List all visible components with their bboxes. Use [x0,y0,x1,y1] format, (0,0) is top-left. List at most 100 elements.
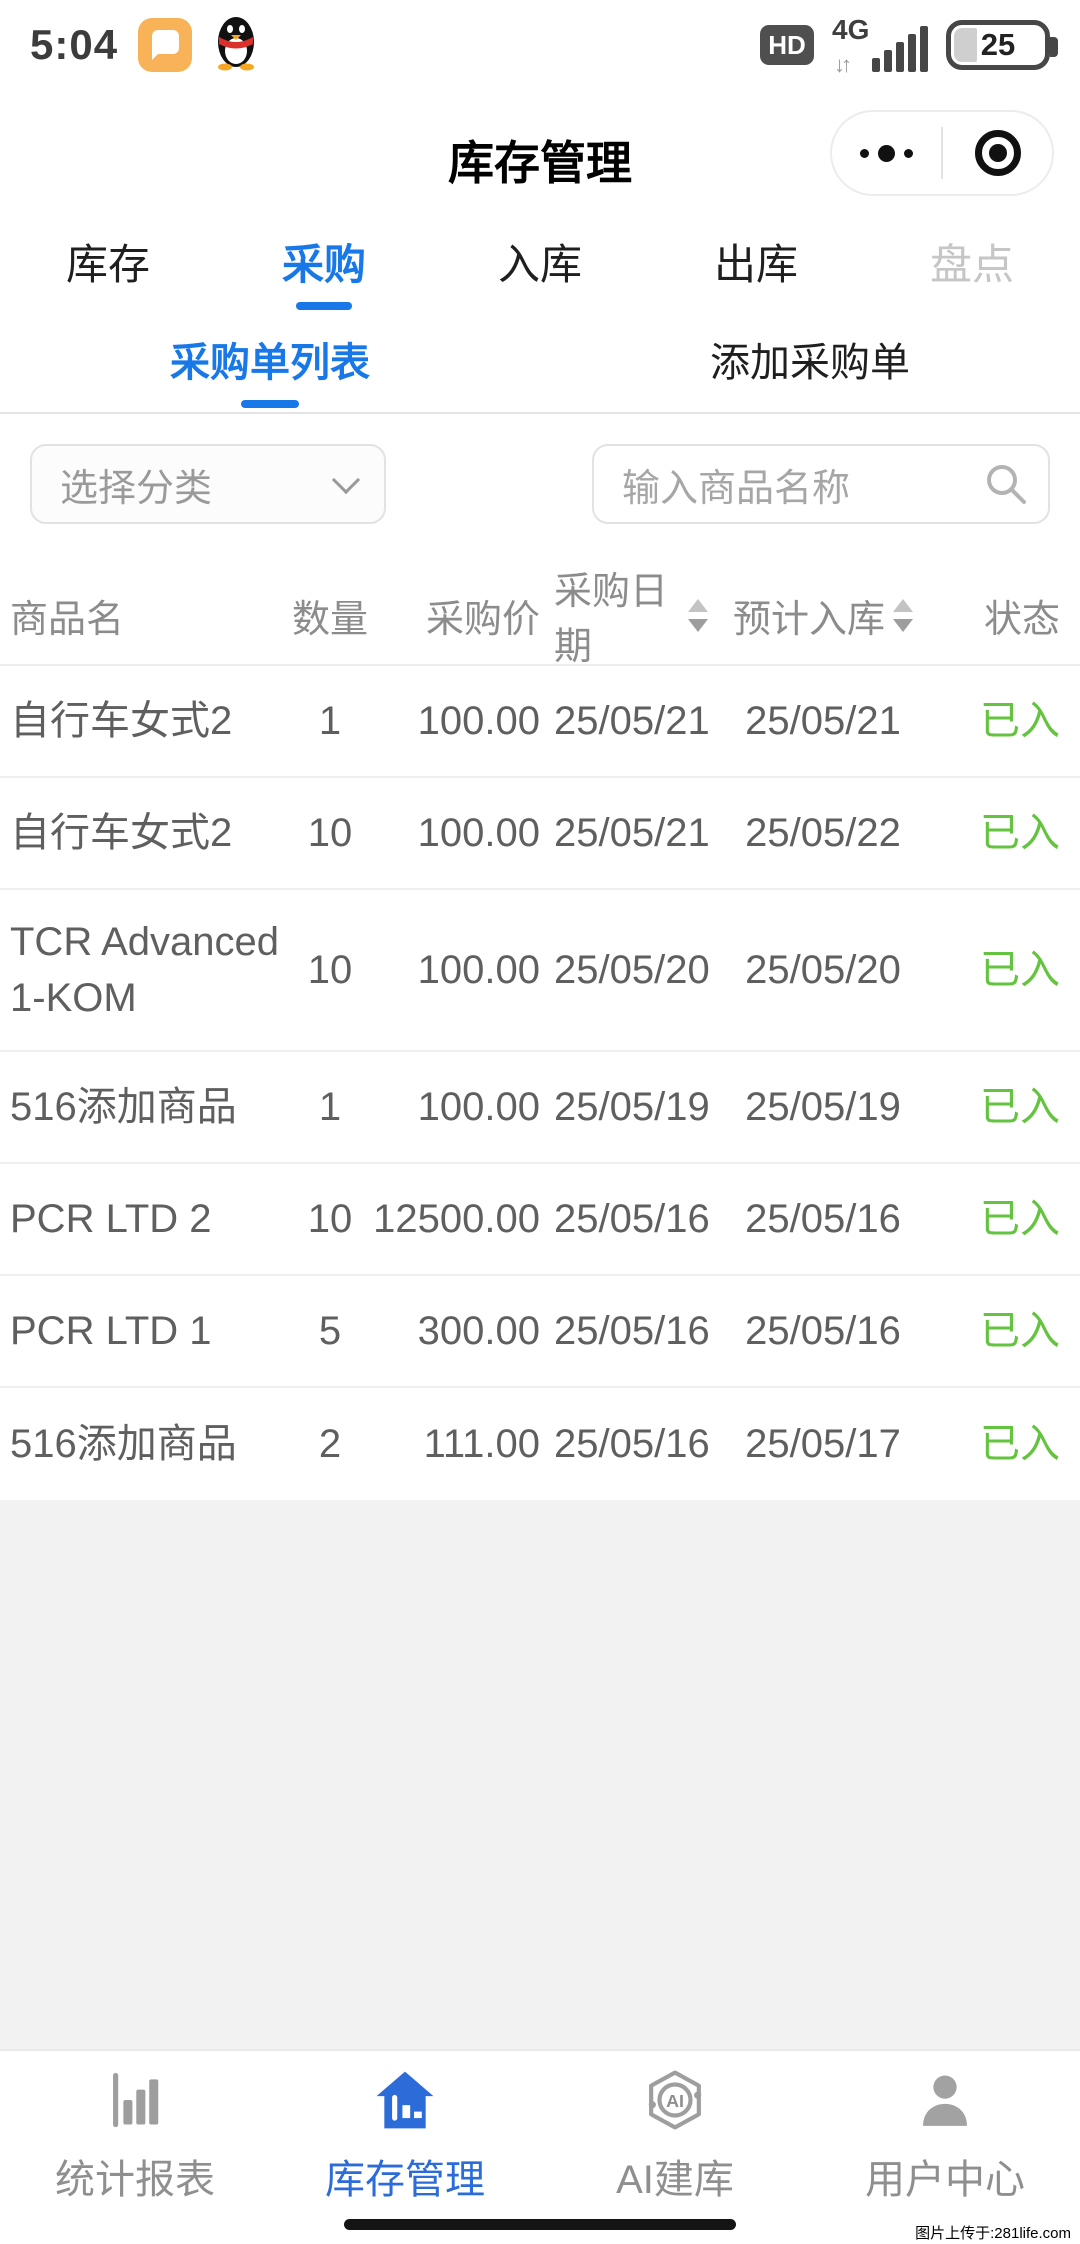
table-row[interactable]: 自行车女式2 1 100.00 25/05/21 25/05/21 已入 [0,666,1080,778]
status-badge: 已入 [980,1309,1060,1353]
cell-product-name: 516添加商品 [10,1422,237,1466]
tab-inventory[interactable]: 库存 [65,241,150,288]
page-title: 库存管理 [448,137,632,189]
search-icon [987,465,1026,504]
sort-arrows-icon [688,598,708,632]
table-row[interactable]: PCR LTD 2 10 12500.00 25/05/16 25/05/16 … [0,1164,1080,1276]
bottom-nav: 统计报表 库存管理 AI AI建库 [0,2049,1080,2244]
cell-expected-date: 25/05/21 [745,699,901,743]
app-bar: 库存管理 [0,90,1080,230]
category-select-placeholder: 选择分类 [60,467,213,510]
column-header-date-sortable[interactable]: 采购日期 [540,560,708,670]
tab-inbound[interactable]: 入库 [497,241,582,288]
hd-badge: HD [760,25,814,65]
status-badge: 已入 [980,699,1060,743]
purchase-order-list: 自行车女式2 1 100.00 25/05/21 25/05/21 已入 自行车… [0,666,1080,1500]
cell-expected-date: 25/05/19 [745,1085,901,1129]
user-icon [923,2075,967,2126]
table-row[interactable]: PCR LTD 1 5 300.00 25/05/16 25/05/16 已入 [0,1276,1080,1388]
capsule-divider [941,127,943,179]
nav-item-ai-builder[interactable]: AI AI建库 [540,2051,810,2244]
table-row[interactable]: TCR Advanced 1-KOM 10 100.00 25/05/20 25… [0,890,1080,1052]
nav-item-user-center[interactable]: 用户中心 [810,2051,1080,2244]
close-minimize-button[interactable] [943,112,1052,194]
bar-chart-icon [113,2072,159,2128]
sort-arrows-icon [893,598,913,632]
column-header-qty: 数量 [291,598,368,641]
empty-background [0,1500,1080,2049]
cell-purchase-price: 100.00 [417,811,540,855]
signal-bars-icon [872,26,928,72]
tab-purchase[interactable]: 采购 [216,236,432,322]
status-bar: 5:04 HD [0,0,1080,90]
cell-purchase-price: 100.00 [417,699,540,743]
subtab-add-purchase[interactable]: 添加采购单 [710,341,910,385]
cell-expected-date: 25/05/16 [745,1197,901,1241]
home-chart-icon [376,2071,434,2129]
network-type-label: 4G [832,14,870,45]
cell-quantity: 10 [307,1197,353,1241]
cell-quantity: 2 [318,1422,342,1466]
home-indicator[interactable] [344,2219,736,2230]
table-row[interactable]: 516添加商品 2 111.00 25/05/16 25/05/17 已入 [0,1388,1080,1500]
search-placeholder: 输入商品名称 [622,467,851,510]
cell-purchase-price: 300.00 [417,1309,540,1353]
cell-product-name: 自行车女式2 [10,811,233,855]
table-header: 商品名 数量 采购价 采购日期 预计入库 状态 [0,560,1080,668]
status-badge: 已入 [980,1197,1060,1241]
column-header-expected-sortable[interactable]: 预计入库 [708,588,938,643]
nav-item-inventory[interactable]: 库存管理 [270,2051,540,2244]
battery-percent: 25 [980,27,1016,62]
battery-nub [1050,37,1058,57]
cell-product-name: PCR LTD 1 [10,1309,212,1353]
cell-product-name: 自行车女式2 [10,699,233,743]
status-badge: 已入 [980,1085,1060,1129]
more-icon [860,144,913,162]
cell-purchase-price: 100.00 [417,1085,540,1129]
column-header-status: 状态 [983,598,1060,641]
main-tabs: 库存 采购 入库 出库 盘点 [0,230,1080,322]
nav-item-reports[interactable]: 统计报表 [0,2051,270,2244]
cell-quantity: 5 [318,1309,342,1353]
status-badge: 已入 [980,948,1060,992]
cell-expected-date: 25/05/16 [745,1309,901,1353]
clock: 5:04 [30,21,119,68]
cell-purchase-date: 25/05/21 [554,811,710,855]
battery-icon: 25 [946,20,1058,70]
filter-bar: 选择分类 输入商品名称 [0,414,1080,560]
cell-product-name: 516添加商品 [10,1085,237,1129]
more-button[interactable] [832,112,941,194]
table-row[interactable]: 自行车女式2 10 100.00 25/05/21 25/05/22 已入 [0,778,1080,890]
cell-product-name: PCR LTD 2 [10,1197,212,1241]
status-bar-right: HD 4G ↓↑ 25 [760,14,1058,77]
status-badge: 已入 [980,811,1060,855]
table-row[interactable]: 516添加商品 1 100.00 25/05/19 25/05/19 已入 [0,1052,1080,1164]
tab-outbound[interactable]: 出库 [713,241,798,288]
cell-purchase-date: 25/05/20 [554,948,710,992]
cell-expected-date: 25/05/20 [745,948,901,992]
data-arrows-icon: ↓↑ [834,52,852,77]
search-input[interactable]: 输入商品名称 [592,444,1050,524]
svg-text:AI: AI [666,2091,684,2111]
ai-hexagon-icon: AI [648,2070,702,2130]
speech-bubble-icon [152,30,180,60]
cell-purchase-date: 25/05/16 [554,1309,710,1353]
column-header-price: 采购价 [425,598,540,641]
cell-purchase-price: 12500.00 [373,1197,540,1241]
column-header-product: 商品名 [10,598,125,641]
subtab-purchase-list[interactable]: 采购单列表 [0,336,540,412]
qq-penguin-icon [212,15,260,76]
cell-quantity: 10 [307,948,353,992]
chevron-down-icon [331,465,361,495]
cell-purchase-date: 25/05/16 [554,1197,710,1241]
category-select[interactable]: 选择分类 [30,444,386,524]
cell-purchase-date: 25/05/19 [554,1085,710,1129]
tab-stocktake[interactable]: 盘点 [929,241,1014,288]
cellular-signal-icon: 4G ↓↑ [832,14,928,77]
status-badge: 已入 [980,1422,1060,1466]
cell-purchase-date: 25/05/16 [554,1422,710,1466]
cell-quantity: 1 [318,1085,342,1129]
cell-purchase-price: 100.00 [417,948,540,992]
status-bar-left: 5:04 [30,15,260,76]
